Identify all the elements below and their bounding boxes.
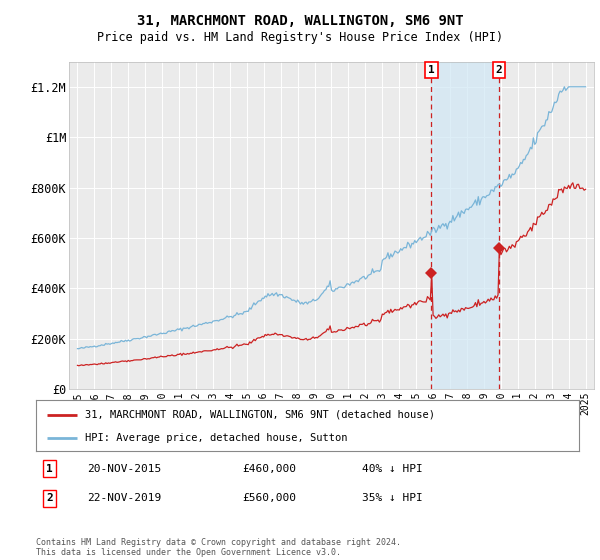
Text: 1: 1	[428, 65, 435, 75]
Text: 2: 2	[496, 65, 503, 75]
Text: 1: 1	[46, 464, 53, 474]
Text: 31, MARCHMONT ROAD, WALLINGTON, SM6 9NT: 31, MARCHMONT ROAD, WALLINGTON, SM6 9NT	[137, 14, 463, 28]
Text: Price paid vs. HM Land Registry's House Price Index (HPI): Price paid vs. HM Land Registry's House …	[97, 31, 503, 44]
Text: 35% ↓ HPI: 35% ↓ HPI	[362, 493, 422, 503]
Text: Contains HM Land Registry data © Crown copyright and database right 2024.
This d: Contains HM Land Registry data © Crown c…	[36, 538, 401, 557]
Text: £460,000: £460,000	[242, 464, 296, 474]
Text: 22-NOV-2019: 22-NOV-2019	[88, 493, 162, 503]
Text: HPI: Average price, detached house, Sutton: HPI: Average price, detached house, Sutt…	[85, 433, 347, 443]
Text: 2: 2	[46, 493, 53, 503]
Text: 40% ↓ HPI: 40% ↓ HPI	[362, 464, 422, 474]
Text: 20-NOV-2015: 20-NOV-2015	[88, 464, 162, 474]
Text: 31, MARCHMONT ROAD, WALLINGTON, SM6 9NT (detached house): 31, MARCHMONT ROAD, WALLINGTON, SM6 9NT …	[85, 409, 435, 419]
Text: £560,000: £560,000	[242, 493, 296, 503]
Bar	[431, 62, 499, 389]
